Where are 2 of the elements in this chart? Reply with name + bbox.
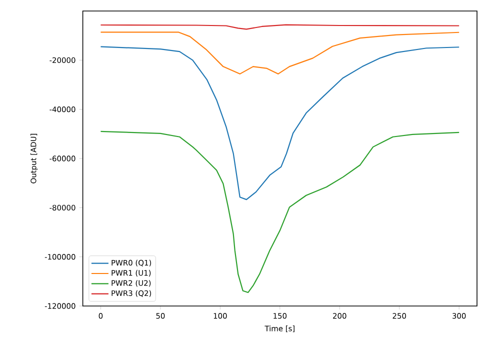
line-series	[100, 46, 460, 200]
line-series	[100, 32, 460, 74]
